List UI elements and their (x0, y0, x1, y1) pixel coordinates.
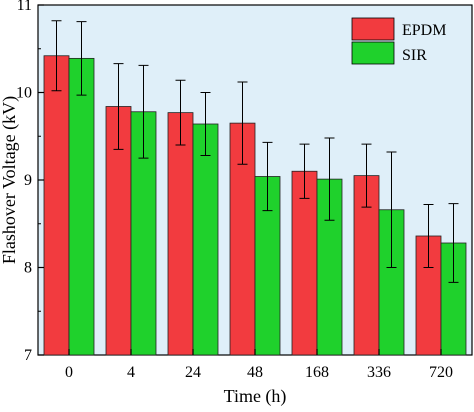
error-bar-sir-0 (76, 21, 87, 96)
x-axis-title: Time (h) (224, 386, 287, 407)
error-bar-sir-48 (262, 141, 273, 212)
bar-epdm-168 (291, 170, 318, 356)
error-bar-sir-720 (448, 203, 459, 283)
y-tick-label-7: 7 (24, 347, 32, 364)
bar-sir-0 (68, 57, 95, 356)
error-bar-sir-336 (386, 151, 397, 268)
error-bar-epdm-720 (423, 204, 434, 268)
error-bar-epdm-4 (113, 63, 124, 150)
x-tick-label-336: 336 (367, 364, 391, 381)
error-bar-sir-24 (200, 92, 211, 156)
x-axis: 0 4 24 48 168 336 720 (65, 349, 453, 381)
error-bar-epdm-0 (51, 20, 62, 92)
bar-sir-24 (192, 123, 219, 356)
error-bar-epdm-336 (361, 143, 372, 208)
bar-epdm-0 (43, 55, 70, 356)
error-bar-epdm-168 (299, 143, 310, 199)
x-tick-label-168: 168 (305, 364, 329, 381)
error-bar-epdm-48 (237, 81, 248, 165)
bars-layer (43, 55, 467, 356)
legend-label-epdm: EPDM (402, 22, 446, 39)
bar-epdm-24 (167, 112, 194, 356)
legend-label-sir: SIR (402, 47, 427, 64)
bar-sir-336 (378, 209, 405, 356)
error-bar-epdm-24 (175, 79, 186, 146)
legend: EPDM SIR (351, 17, 446, 65)
x-tick-label-24: 24 (185, 364, 201, 381)
x-tick-label-4: 4 (127, 364, 135, 381)
error-bar-sir-168 (324, 137, 335, 221)
legend-swatch-epdm (351, 17, 395, 41)
x-tick-label-48: 48 (247, 364, 263, 381)
error-bars-layer (51, 20, 459, 283)
y-axis-title: Flashover Voltage (kV) (0, 96, 20, 264)
y-axis: 7 8 9 10 11 (16, 0, 44, 364)
bar-sir-4 (130, 111, 157, 356)
legend-swatch-sir (351, 41, 395, 65)
y-tick-label-9: 9 (24, 172, 32, 189)
x-tick-label-720: 720 (429, 364, 453, 381)
y-tick-label-8: 8 (24, 260, 32, 277)
y-tick-label-10: 10 (16, 85, 32, 102)
x-tick-label-0: 0 (65, 364, 73, 381)
y-tick-label-11: 11 (17, 0, 32, 14)
error-bar-sir-4 (138, 64, 149, 159)
bar-sir-48 (254, 176, 281, 356)
